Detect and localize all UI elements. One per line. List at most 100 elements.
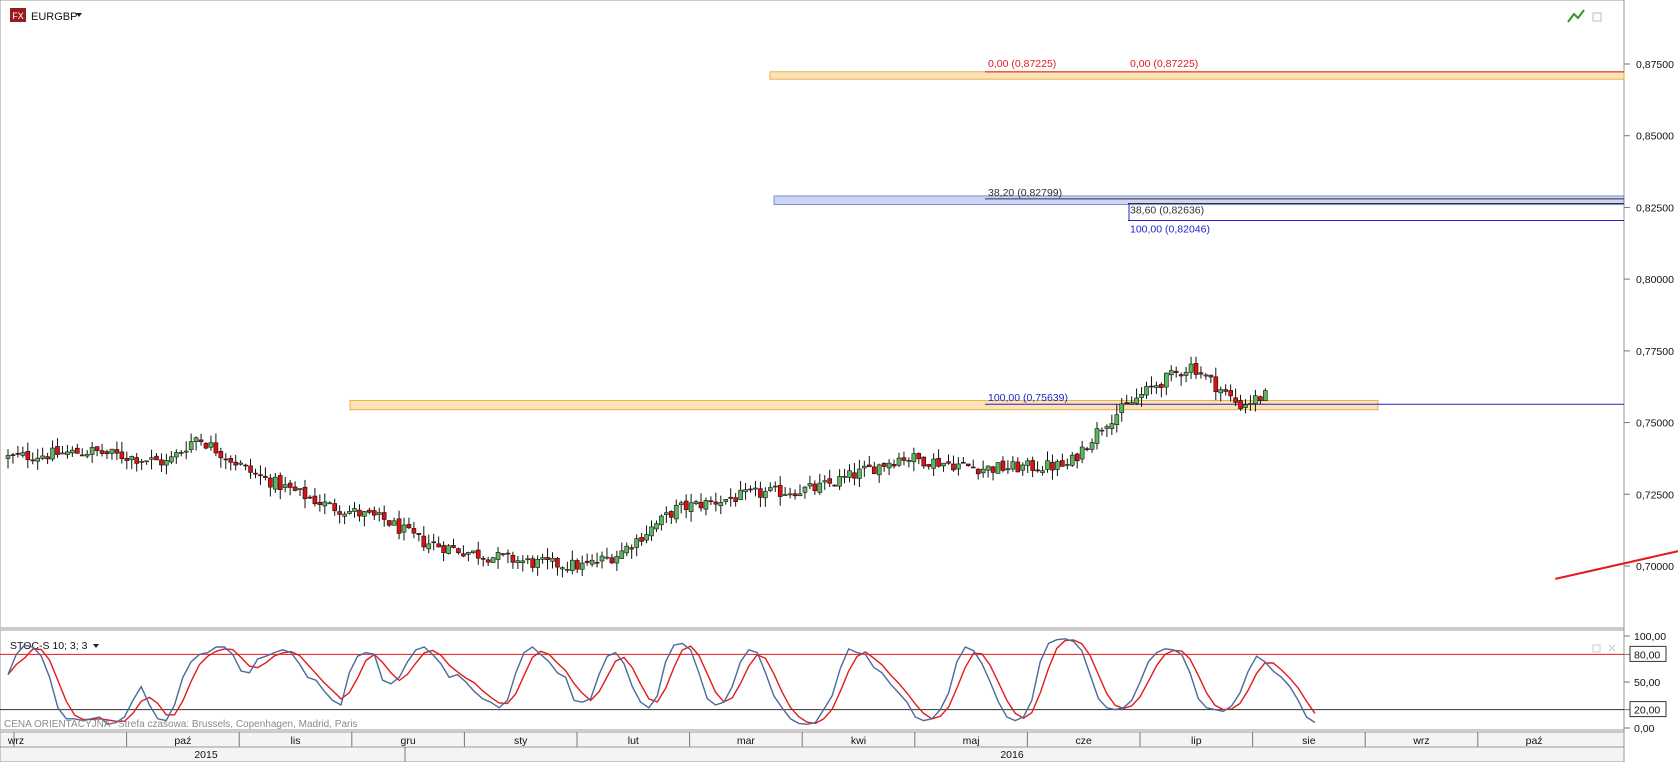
indicator-chevron-icon[interactable] bbox=[93, 644, 99, 648]
candle-body bbox=[1015, 461, 1021, 473]
candle-body bbox=[1223, 389, 1228, 392]
candle-body bbox=[911, 453, 917, 463]
chevron-down-icon[interactable] bbox=[76, 13, 82, 17]
candle-body bbox=[342, 513, 347, 517]
fib-label: 100,00 (0,75639) bbox=[988, 392, 1068, 404]
maximize-icon[interactable] bbox=[1592, 12, 1602, 22]
candle-body bbox=[545, 557, 550, 561]
candle-body bbox=[961, 461, 966, 464]
candle-body bbox=[881, 463, 887, 467]
symbol-header[interactable]: FX EURGBP bbox=[10, 8, 82, 23]
candle-body bbox=[213, 442, 219, 454]
status-text: CENA ORIENTACYJNA bbox=[4, 719, 111, 730]
candle-body bbox=[119, 451, 125, 459]
candle-body bbox=[1258, 396, 1263, 402]
panel-close-icon[interactable] bbox=[1608, 644, 1616, 652]
candle-body bbox=[218, 451, 224, 459]
candle-body bbox=[743, 489, 748, 493]
fib-label: 0,00 (0,87225) bbox=[1130, 58, 1198, 70]
candle-body bbox=[1253, 395, 1258, 405]
candle-body bbox=[248, 465, 253, 473]
candle-body bbox=[466, 551, 471, 555]
stoch-tick-label: 0,00 bbox=[1634, 723, 1655, 735]
candle-body bbox=[1055, 461, 1060, 470]
candle-body bbox=[668, 511, 674, 518]
month-label: cze bbox=[1076, 735, 1093, 747]
candle-body bbox=[980, 468, 986, 474]
candle-body bbox=[352, 508, 357, 512]
candle-body bbox=[1030, 460, 1035, 471]
candle-body bbox=[758, 488, 763, 498]
candle-body bbox=[579, 562, 585, 570]
trend-arrow-icon[interactable] bbox=[1567, 9, 1585, 23]
candle-body bbox=[753, 487, 758, 490]
candle-body bbox=[406, 524, 412, 529]
indicator-label[interactable]: STOC-S 10; 3; 3 bbox=[10, 640, 88, 652]
candle-body bbox=[30, 459, 36, 462]
candle-body bbox=[718, 502, 724, 507]
candle-body bbox=[178, 452, 184, 454]
candle-body bbox=[1129, 402, 1134, 405]
panel-maximize-icon[interactable] bbox=[1592, 644, 1601, 653]
symbol-name: EURGBP bbox=[31, 11, 77, 23]
fx-badge-text: FX bbox=[12, 11, 24, 21]
candle-body bbox=[347, 510, 352, 514]
candle-body bbox=[748, 488, 753, 491]
month-label: maj bbox=[963, 735, 980, 747]
candle-body bbox=[609, 557, 615, 564]
price-tick-label: 0,77500 bbox=[1636, 346, 1674, 358]
candle-body bbox=[263, 475, 268, 478]
candle-body bbox=[525, 558, 531, 561]
candle-body bbox=[1089, 442, 1095, 450]
candle-body bbox=[1035, 469, 1040, 472]
candle-body bbox=[40, 455, 45, 459]
candle-body bbox=[916, 453, 922, 460]
candle-body bbox=[198, 439, 204, 443]
candle-body bbox=[35, 457, 41, 462]
month-label: paź bbox=[1526, 735, 1543, 747]
candle-body bbox=[169, 456, 174, 463]
candle-body bbox=[995, 462, 1001, 474]
candle-body bbox=[1114, 414, 1120, 426]
candle-body bbox=[421, 535, 427, 548]
candle-body bbox=[619, 550, 625, 559]
candle-body bbox=[510, 555, 516, 563]
candle-body bbox=[708, 500, 714, 503]
candle-body bbox=[649, 526, 654, 537]
candle-body bbox=[159, 459, 164, 466]
candle-body bbox=[520, 560, 526, 563]
candle-body bbox=[678, 502, 684, 506]
candle-body bbox=[99, 450, 105, 454]
candle-body bbox=[594, 561, 600, 564]
candle-body bbox=[1139, 393, 1144, 398]
month-label: lis bbox=[291, 735, 301, 747]
candle-body bbox=[886, 462, 892, 469]
candle-body bbox=[94, 446, 100, 451]
candle-body bbox=[371, 510, 377, 516]
candle-body bbox=[891, 464, 897, 467]
candle-body bbox=[386, 520, 392, 526]
candle-body bbox=[15, 453, 21, 455]
candle-body bbox=[208, 442, 214, 448]
candle-body bbox=[396, 518, 402, 534]
candle-body bbox=[461, 553, 466, 557]
candle-body bbox=[871, 466, 877, 474]
candle-body bbox=[1203, 374, 1209, 377]
price-tick-label: 0,87500 bbox=[1636, 59, 1674, 71]
candle-body bbox=[951, 463, 956, 471]
candle-body bbox=[832, 484, 837, 487]
stoch-tick-label: 50,00 bbox=[1634, 677, 1660, 689]
candle-body bbox=[233, 461, 238, 466]
candle-body bbox=[857, 468, 862, 479]
stochastic-panel bbox=[0, 629, 1625, 731]
price-zone bbox=[773, 195, 1625, 206]
candle-body bbox=[673, 504, 679, 520]
candle-body bbox=[238, 462, 243, 465]
candle-body bbox=[584, 560, 590, 563]
candle-body bbox=[1050, 461, 1055, 471]
candle-body bbox=[332, 503, 338, 512]
candle-body bbox=[5, 455, 11, 459]
candle-body bbox=[733, 497, 738, 502]
candle-body bbox=[985, 465, 991, 471]
